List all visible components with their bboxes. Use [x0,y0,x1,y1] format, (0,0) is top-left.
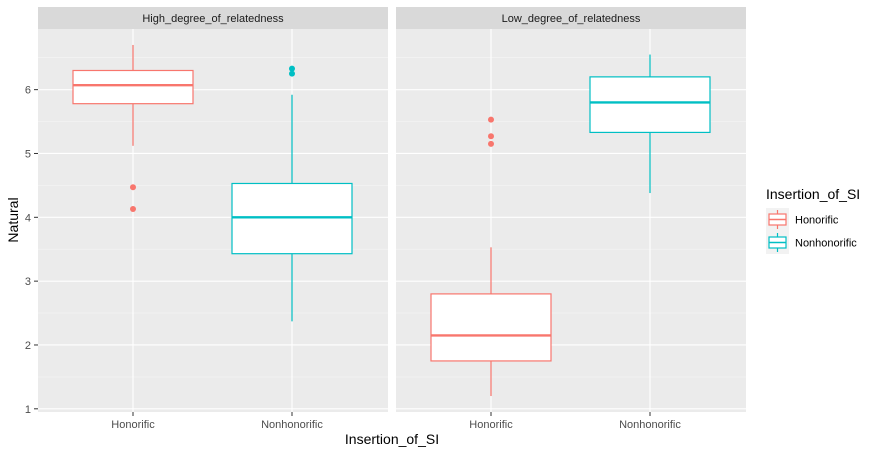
panel-title-high: High_degree_of_relatedness [142,13,284,25]
x-tick-label: Nonhonorific [619,419,681,431]
box [430,293,552,362]
legend-title: Insertion_of_SI [766,186,860,202]
panel-high-relatedness: High_degree_of_relatedness [38,7,388,412]
outlier-point [488,140,494,147]
y-axis: 1 2 3 4 5 6 [25,85,38,416]
x-axis-title: Insertion_of_SI [345,431,439,447]
x-tick-label: Nonhonorific [261,419,323,431]
x-tick-label: Honorific [469,419,513,431]
y-tick-label: 6 [25,85,31,97]
boxes [430,54,711,397]
legend: Insertion_of_SI Honorific Nonhonorific [766,186,860,254]
boxes [72,44,353,322]
y-tick-label: 5 [25,148,31,160]
x-tick-label: Honorific [111,419,155,431]
panel-low-relatedness: Low_degree_of_relatedness [396,7,746,412]
x-axis: Honorific Nonhonorific Honorific Nonhonorif… [111,412,681,431]
outlier-point [488,133,494,140]
legend-label: Honorific [795,215,839,227]
y-tick-label: 2 [25,340,31,352]
box [589,76,711,134]
y-tick-label: 1 [25,404,31,416]
grid [38,29,388,412]
y-axis-title: Natural [5,197,21,242]
strip-background [38,7,388,29]
outlier-point [289,65,295,72]
outlier-point [488,116,494,123]
strip-background [396,7,746,29]
panel-title-low: Low_degree_of_relatedness [502,13,641,25]
outlier-point [289,70,295,77]
y-tick-label: 3 [25,276,31,288]
box [72,69,194,105]
box [231,182,353,255]
outlier-point [130,184,136,191]
legend-label: Nonhonorific [795,238,857,250]
outlier-point [130,206,136,213]
y-tick-label: 4 [25,212,31,224]
